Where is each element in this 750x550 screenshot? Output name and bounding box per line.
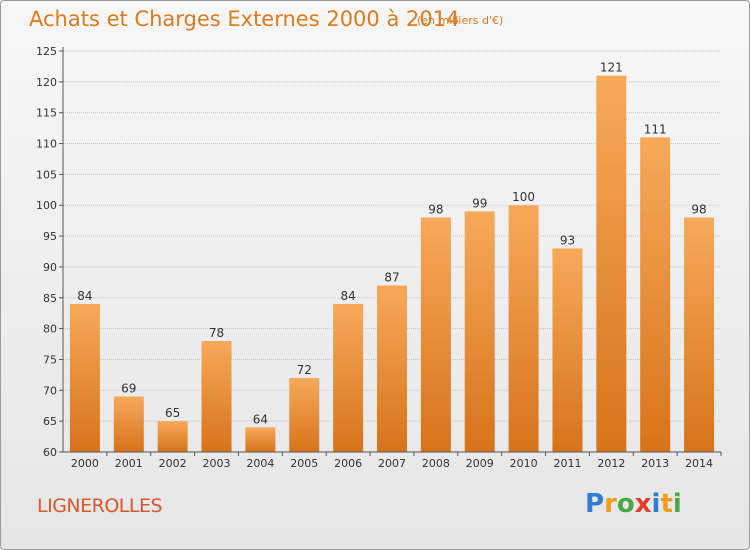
chart-subtitle: (en milliers d'€) [417,14,504,27]
y-tick-label: 100 [36,199,57,212]
logo-letter: x [634,489,652,519]
data-label: 72 [297,363,312,377]
bar-2003[interactable] [201,340,232,452]
y-tick-label: 95 [43,230,57,243]
bar-2009[interactable] [464,211,495,452]
bar-2006[interactable] [333,303,364,452]
y-tick-label: 110 [36,138,57,151]
x-tick-label: 2006 [334,457,362,470]
x-tick-label: 2012 [597,457,625,470]
y-tick-label: 105 [36,168,57,181]
bar-2012[interactable] [596,75,627,452]
y-tick-label: 75 [43,353,57,366]
commune-name: LIGNEROLLES [37,495,163,517]
x-tick-label: 2009 [466,457,494,470]
bar-2004[interactable] [245,427,276,452]
data-label: 65 [165,406,180,420]
data-label: 87 [384,270,399,284]
x-tick-label: 2008 [422,457,450,470]
data-label: 93 [560,233,575,247]
bar-2000[interactable] [69,303,100,452]
proxiti-logo[interactable]: Proxiti [585,489,682,519]
x-tick-label: 2000 [71,457,99,470]
data-label: 84 [340,289,355,303]
x-tick-label: 2014 [685,457,713,470]
data-label: 78 [209,326,224,340]
bar-2011[interactable] [552,248,583,452]
y-tick-label: 65 [43,415,57,428]
data-label: 64 [253,412,268,426]
y-tick-label: 60 [43,446,57,459]
bar-2005[interactable] [289,377,320,452]
y-tick-label: 80 [43,323,57,336]
bar-2007[interactable] [377,285,407,452]
bar-2014[interactable] [684,217,715,452]
x-tick-label: 2013 [641,457,669,470]
data-label: 69 [121,381,136,395]
x-tick-label: 2004 [246,457,274,470]
y-tick-label: 90 [43,261,57,274]
bar-2002[interactable] [157,421,188,452]
bar-2008[interactable] [420,217,451,452]
y-tick-label: 70 [43,384,57,397]
data-label: 99 [472,196,487,210]
data-label: 84 [77,289,92,303]
x-tick-label: 2007 [378,457,406,470]
bar-2013[interactable] [640,137,671,452]
logo-letter: t [660,489,673,519]
x-tick-label: 2011 [553,457,581,470]
y-tick-label: 85 [43,292,57,305]
x-tick-label: 2002 [159,457,187,470]
logo-letter: i [672,489,682,519]
data-label: 121 [600,61,623,75]
y-tick-label: 120 [36,76,57,89]
x-tick-label: 2010 [510,457,538,470]
x-tick-label: 2003 [203,457,231,470]
x-tick-label: 2001 [115,457,143,470]
chart-title: Achats et Charges Externes 2000 à 2014 [29,7,460,31]
bar-2001[interactable] [113,396,144,452]
logo-letter: P [585,489,605,519]
data-label: 100 [512,190,535,204]
logo-letter: i [651,489,661,519]
data-label: 98 [691,203,706,217]
y-tick-label: 115 [36,107,57,120]
x-tick-label: 2005 [290,457,318,470]
bar-2010[interactable] [508,205,539,452]
logo-letter: o [616,489,635,519]
data-label: 111 [644,122,667,136]
data-label: 98 [428,203,443,217]
logo-letter: r [604,489,617,519]
y-tick-label: 125 [36,45,57,58]
